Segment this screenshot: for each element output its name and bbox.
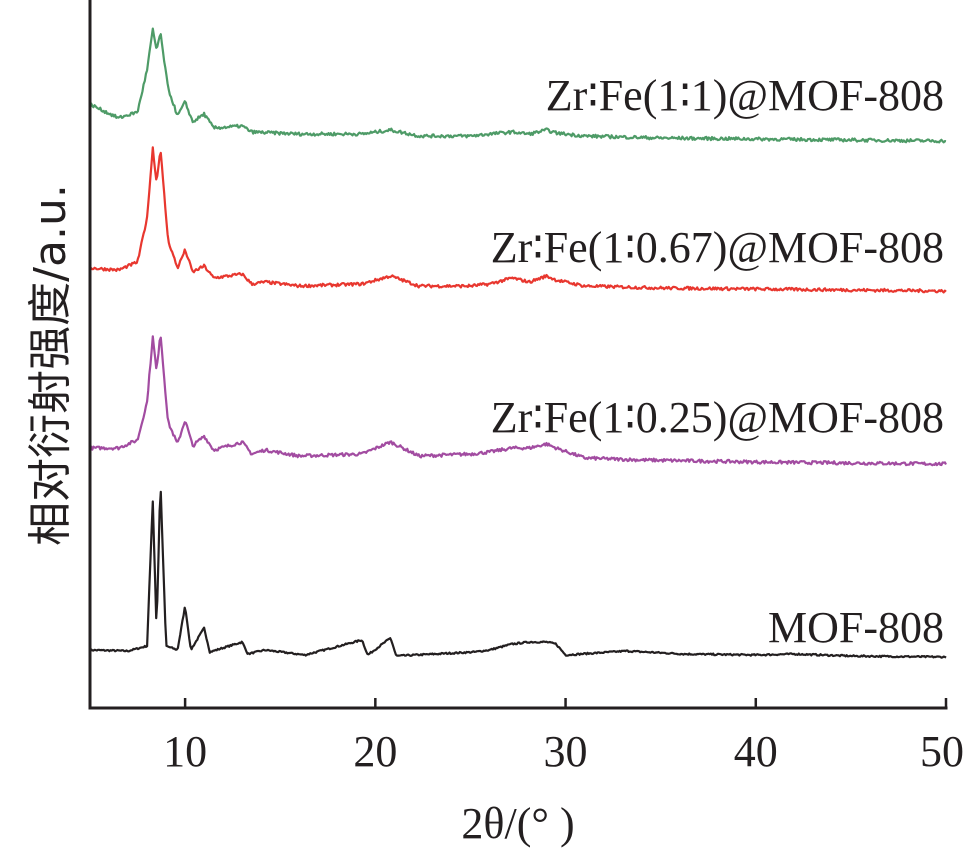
ylabel-group: 相对衍射强度/a.u. [25,184,76,546]
series-label-2: Zr∶Fe(1∶0.25)@MOF-808 [491,393,944,442]
series-label-3: Zr∶Fe(1∶0.67)@MOF-808 [491,223,944,272]
x-tick-label-20: 20 [353,727,397,776]
series-line-4 [89,27,947,144]
series-line-3 [89,146,947,294]
series-line-2 [89,335,947,467]
x-tick-label-10: 10 [163,727,207,776]
axes: 10 20 30 40 50 [88,0,964,776]
series-label-4: Zr∶Fe(1∶1)@MOF-808 [546,71,944,120]
x-tick-label-30: 30 [544,727,588,776]
series-label-1: MOF-808 [768,603,944,652]
series-line-1 [89,490,947,659]
x-tick-label-40: 40 [734,727,778,776]
y-axis-title: 相对衍射强度/a.u. [25,184,76,546]
x-axis-title: 2θ/(° ) [461,799,574,848]
x-tick-label-50: 50 [920,727,964,776]
series-label-layer: MOF-808 Zr∶Fe(1∶0.25)@MOF-808 Zr∶Fe(1∶0.67… [491,71,944,652]
series-layer [89,27,947,659]
